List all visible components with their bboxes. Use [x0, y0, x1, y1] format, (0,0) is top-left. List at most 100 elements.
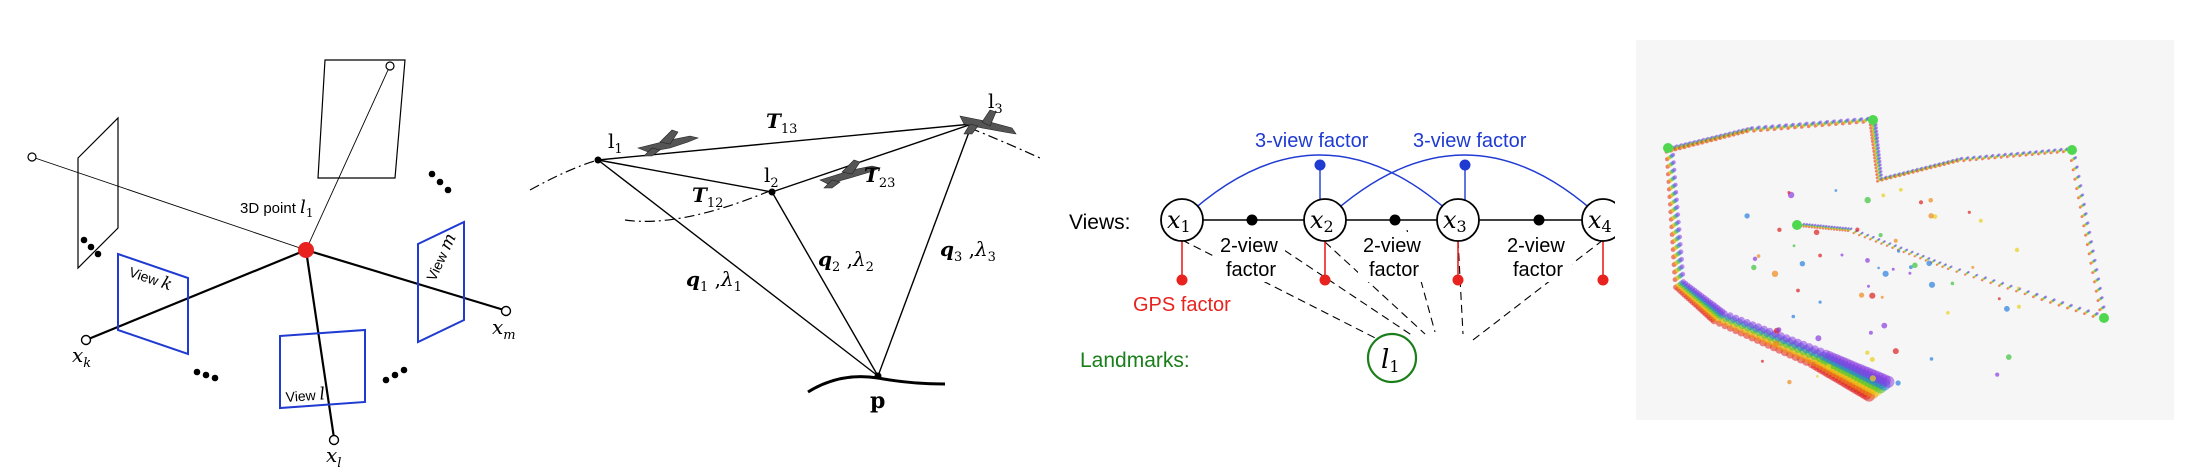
label-p: p	[870, 388, 885, 414]
landmark-point	[1855, 227, 1860, 232]
multi-view-geometry-panel: 3D point l1 View k View l View m xk xl x…	[0, 0, 540, 476]
view-l-label: View l	[285, 384, 326, 407]
landmark-point	[1816, 375, 1819, 378]
camera-pose-mark	[2027, 290, 2030, 293]
three-view-arc-a	[1181, 154, 1459, 221]
landmark-point	[1892, 348, 1899, 355]
camera-pose-mark	[1846, 118, 1850, 122]
camera-pose-mark	[1814, 223, 1817, 226]
camera-pose-mark	[1875, 129, 1879, 133]
camera-pose-mark	[1777, 123, 1782, 128]
camera-pose-mark	[2053, 148, 2057, 152]
camera-plane-left	[77, 116, 119, 270]
landmark-point	[1881, 193, 1886, 198]
camera-pose-mark	[1966, 156, 1970, 160]
ground-point-p	[874, 372, 882, 380]
landmark-point	[1818, 300, 1822, 304]
landmark-point	[2004, 305, 2010, 312]
label-l1: l1	[608, 129, 623, 157]
landmark-point	[1751, 264, 1757, 271]
svg-text:2-view: 2-view	[1220, 235, 1278, 257]
camera-pose-mark	[2022, 151, 2026, 155]
camera-pose-mark	[2053, 298, 2056, 301]
camera-pose-mark	[1679, 256, 1684, 262]
svg-text:x2: x2	[1310, 206, 1334, 236]
landmark-point	[1877, 266, 1880, 270]
label-q1: q1 ,λ1	[686, 267, 742, 295]
camera-pose-mark	[1993, 279, 1996, 282]
x-l-label: xl	[326, 443, 341, 471]
camera-pose-mark	[1839, 226, 1842, 229]
camera-pose-mark	[1933, 259, 1936, 262]
camera-pose-mark	[1877, 146, 1881, 150]
camera-pose-mark	[2076, 165, 2079, 169]
camera-pose-mark	[1839, 118, 1843, 123]
landmark-point	[1895, 380, 1901, 386]
two-view-factor-label: 2-view factor	[1358, 232, 1428, 282]
camera-pose-mark	[2061, 301, 2065, 304]
ray-l	[304, 249, 336, 439]
edge-l2-l3	[771, 123, 973, 193]
camera-pose-mark	[2093, 258, 2097, 262]
landmark-point	[1997, 297, 2001, 301]
svg-text:2-view: 2-view	[1507, 235, 1565, 257]
camera-pose-mark	[1894, 244, 1897, 247]
camera-pose-mark	[1944, 263, 1947, 266]
landmark-point	[1826, 364, 1832, 369]
camera-pose-mark	[1831, 225, 1834, 228]
multi-view-diagram: 3D point l1 View k View l View m xk xl x…	[27, 59, 516, 471]
variable-node-x1: x1	[1160, 198, 1204, 242]
camera-pose-mark	[1844, 226, 1847, 229]
camera-pose-mark	[1678, 242, 1683, 247]
landmark-point	[1912, 262, 1918, 269]
label-t12: T12	[692, 183, 723, 211]
camera-pose-mark	[1764, 124, 1768, 129]
render-background	[1636, 40, 2174, 420]
svg-text:factor: factor	[1513, 259, 1563, 281]
variable-node-x3: x3	[1436, 198, 1480, 242]
camera-pose-mark	[2088, 230, 2092, 234]
camera-pose-mark	[1900, 246, 1903, 249]
camera-pose-mark	[2099, 286, 2102, 290]
camera-pose-mark	[1676, 219, 1681, 225]
ray-m	[305, 248, 505, 312]
two-view-factor-node	[1533, 214, 1545, 226]
landmark-point	[1918, 200, 1924, 205]
aircraft-icon	[637, 129, 699, 157]
camera-plane-top	[317, 59, 406, 179]
landmark-point	[1815, 335, 1822, 342]
camera-pose-mark	[1984, 276, 1987, 279]
camera-pose-mark	[1825, 224, 1828, 228]
trajectory-render	[1636, 40, 2174, 420]
label-l2: l2	[764, 163, 779, 191]
svg-text:2-view: 2-view	[1363, 235, 1421, 257]
landmark-point	[1864, 196, 1871, 204]
camera-pose-mark	[1726, 312, 1734, 320]
gps-anchor-nodes	[1663, 115, 2109, 323]
camera-pose-mark	[1991, 153, 1995, 157]
aircraft-icon	[819, 159, 881, 189]
camera-pose-mark	[2081, 193, 2085, 197]
landmark-point	[1881, 322, 1888, 329]
view-k-label: View k	[126, 262, 174, 295]
edge-l1-l2	[597, 159, 773, 193]
landmark-point	[1928, 198, 1933, 203]
3d-point-l1	[298, 242, 314, 258]
camera-pose-mark	[2095, 312, 2099, 315]
camera-pose-mark	[1677, 234, 1683, 240]
camera-pose-mark	[1828, 225, 1831, 228]
camera-pose-mark	[1861, 231, 1864, 234]
landmark-point-cloud	[1744, 187, 2021, 386]
landmark-point	[1995, 372, 2000, 377]
camera-center-left	[27, 152, 37, 162]
landmark-point	[1796, 288, 1800, 293]
triangulation-panel: l1 l2 l3 T13 T12 T23 q1 ,λ1 q2 ,λ2 q3 ,λ…	[520, 0, 1060, 476]
svg-text:x4: x4	[1588, 206, 1612, 236]
trajectory-reconstruction-panel	[1630, 0, 2190, 476]
camera-pose-mark	[2092, 249, 2095, 253]
camera-pose-mark	[1959, 268, 1962, 271]
svg-text:x3: x3	[1443, 206, 1467, 236]
camera-pose-mark	[1673, 182, 1678, 187]
svg-text:factor: factor	[1226, 259, 1276, 281]
landmark-point	[1787, 191, 1791, 194]
